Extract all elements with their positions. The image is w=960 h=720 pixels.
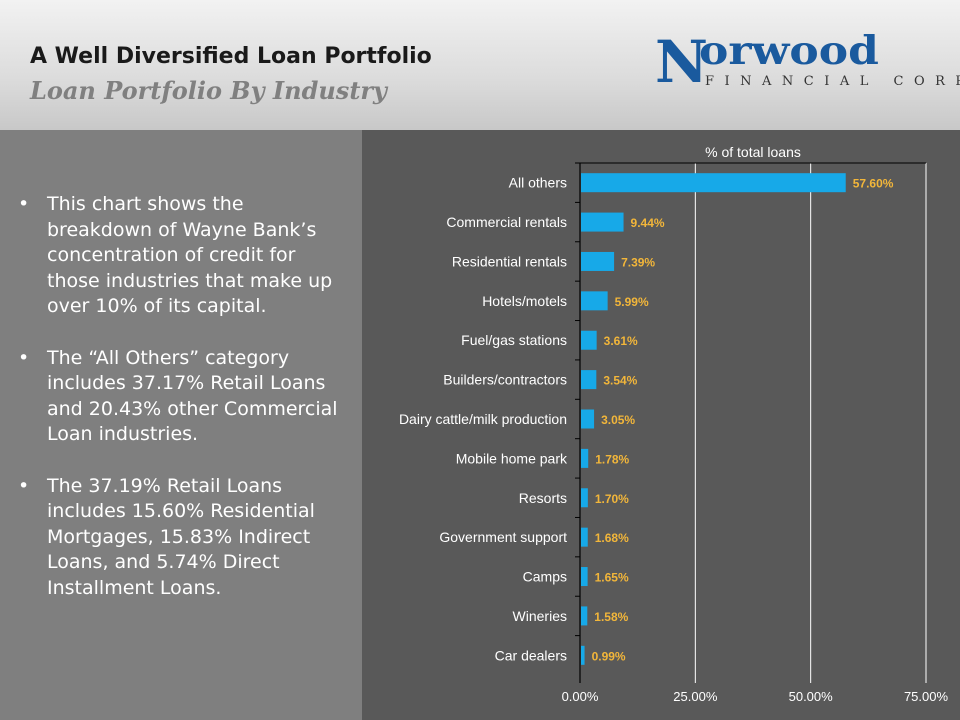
bullet-item: The “All Others” category includes 37.17… — [18, 346, 348, 448]
category-label: Residential rentals — [452, 253, 567, 269]
category-label: Hotels/motels — [482, 293, 567, 309]
bar — [581, 567, 588, 587]
loan-portfolio-chart: % of total loans All others 57.60% Commerci… — [399, 144, 949, 704]
bullet-item: The 37.19% Retail Loans includes 15.60% … — [18, 474, 348, 602]
category-label: Dairy cattle/milk production — [399, 411, 567, 427]
bar — [581, 212, 624, 232]
bar — [581, 291, 608, 311]
category-label: Car dealers — [495, 647, 567, 663]
category-label: Resorts — [519, 490, 567, 506]
bar — [581, 251, 615, 271]
data-label: 7.39% — [621, 255, 655, 269]
x-tick-label: 0.00% — [562, 689, 599, 704]
category-label: Wineries — [513, 608, 567, 624]
category-label: Builders/contractors — [443, 372, 567, 388]
x-tick-label: 25.00% — [673, 689, 718, 704]
bar — [581, 330, 597, 350]
bar — [581, 488, 588, 508]
data-label: 1.65% — [595, 571, 629, 585]
data-label: 57.60% — [853, 177, 894, 191]
data-label: 5.99% — [615, 295, 649, 309]
company-logo: N orwood FINANCIAL CORP — [655, 28, 960, 96]
data-label: 1.58% — [594, 610, 628, 624]
category-label: All others — [509, 175, 567, 191]
axis-title: % of total loans — [705, 144, 801, 160]
data-label: 3.61% — [604, 334, 638, 348]
header-banner: A Well Diversified Loan Portfolio Loan P… — [0, 0, 960, 130]
bar — [581, 173, 846, 193]
bar — [581, 409, 595, 429]
data-label: 3.05% — [601, 413, 635, 427]
logo-initial: N — [655, 28, 709, 96]
bullet-list: This chart shows the breakdown of Wayne … — [18, 192, 348, 627]
bar — [581, 527, 588, 547]
x-tick-label: 75.00% — [904, 689, 949, 704]
data-label: 1.68% — [595, 531, 629, 545]
bar — [581, 370, 597, 390]
data-label: 1.78% — [595, 452, 629, 466]
logo-subtitle: FINANCIAL CORP — [705, 74, 960, 89]
data-label: 1.70% — [595, 492, 629, 506]
category-label: Fuel/gas stations — [461, 332, 567, 348]
category-label: Government support — [439, 529, 567, 545]
bar — [581, 645, 585, 665]
data-label: 0.99% — [592, 649, 626, 663]
category-label: Commercial rentals — [446, 214, 567, 230]
category-label: Camps — [523, 569, 567, 585]
bullet-item: This chart shows the breakdown of Wayne … — [18, 192, 348, 320]
description-panel: This chart shows the breakdown of Wayne … — [0, 130, 362, 720]
bar — [581, 448, 589, 468]
chart-panel — [362, 130, 960, 720]
bar — [581, 606, 588, 626]
logo-name: orwood — [699, 28, 879, 74]
x-tick-label: 50.00% — [789, 689, 834, 704]
data-label: 3.54% — [603, 374, 637, 388]
page-subtitle: Loan Portfolio By Industry — [30, 76, 387, 105]
category-label: Mobile home park — [456, 450, 568, 466]
page-title: A Well Diversified Loan Portfolio — [30, 44, 432, 69]
data-label: 9.44% — [631, 216, 665, 230]
